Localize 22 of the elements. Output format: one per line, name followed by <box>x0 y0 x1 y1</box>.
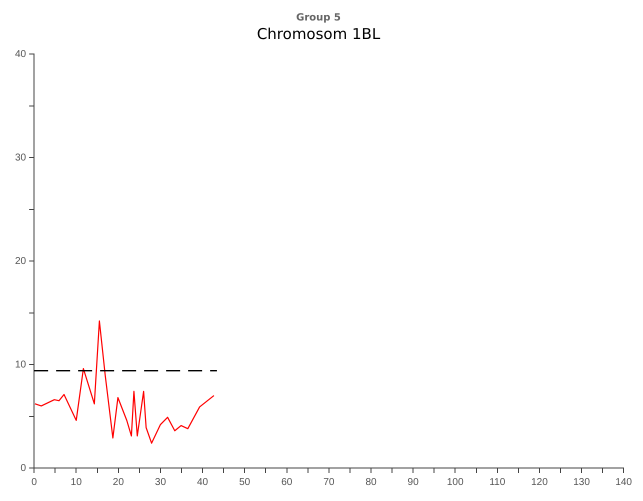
x-tick-label: 40 <box>197 476 209 488</box>
x-tick-label: 100 <box>446 476 464 488</box>
x-tick-label: 90 <box>408 476 420 488</box>
x-tick-label: 130 <box>573 476 590 488</box>
x-tick-label: 30 <box>154 476 166 488</box>
chart-title: Group 5 <box>296 12 341 24</box>
x-tick-label: 70 <box>323 476 335 488</box>
y-tick-label: 10 <box>15 359 27 370</box>
y-tick-label: 20 <box>15 256 27 267</box>
y-tick-label: 40 <box>15 48 27 60</box>
y-tick-label: 30 <box>15 152 27 164</box>
y-tick-label: 0 <box>20 462 27 474</box>
chart-subtitle: Chromosom 1BL <box>256 24 381 43</box>
x-tick-label: 0 <box>31 476 38 488</box>
x-tick-label: 60 <box>281 476 293 488</box>
x-tick-label: 20 <box>112 476 124 488</box>
x-tick-label: 110 <box>489 476 506 488</box>
x-tick-label: 10 <box>70 476 82 488</box>
x-tick-label: 50 <box>239 476 251 488</box>
x-tick-label: 120 <box>531 476 548 488</box>
x-tick-label: 80 <box>365 476 377 488</box>
x-tick-label: 140 <box>615 476 632 488</box>
